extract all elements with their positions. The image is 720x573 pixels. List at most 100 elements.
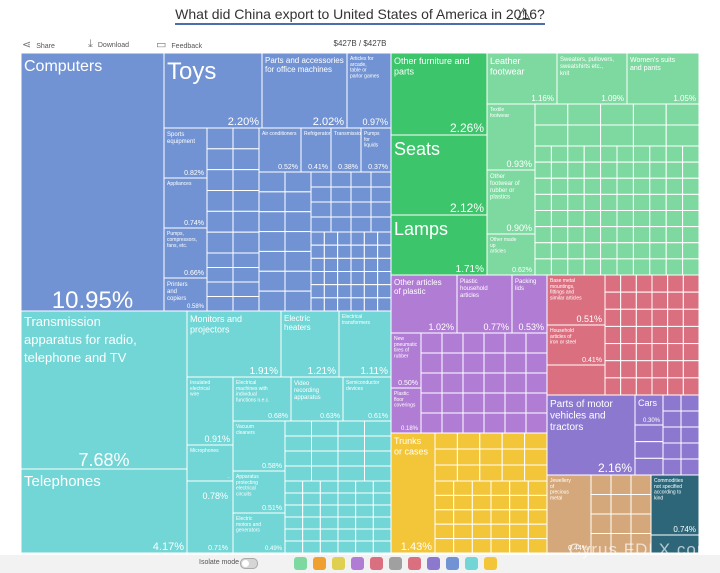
yellow-small-b-cell <box>434 523 455 540</box>
textiles-small-cell <box>632 124 667 147</box>
block-value-textile-footwear: 0.93% <box>506 159 532 169</box>
block-other-footwear-of-rubber-or-plastics[interactable] <box>486 169 536 235</box>
block-label-jewellery-of-precious-metal: Jewellery of precious metal <box>550 478 571 501</box>
block-electrical-transformers[interactable] <box>338 310 392 378</box>
textiles-small-b-cell <box>550 210 569 228</box>
block-transmission-apparatus-for-radio-telephone-and-tv[interactable] <box>21 310 188 470</box>
textiles-small-b-cell <box>616 177 634 195</box>
block-value-other-footwear-of-rubber-or-plastics: 0.90% <box>506 223 532 233</box>
block-label-commodities-not-specified-according-to-kind: Commodities not specified according to kind <box>654 478 684 501</box>
yellow-small-b-cell <box>527 494 548 511</box>
textiles-small-b-cell <box>632 145 651 163</box>
yellow-small-cell <box>434 448 458 466</box>
block-label-air-conditioners: Air conditioners <box>262 131 297 137</box>
block-value-cars: 0.30% <box>643 418 661 424</box>
block-monitors-and-projectors[interactable] <box>186 310 282 378</box>
block-semiconductor-devices[interactable] <box>342 376 392 422</box>
share-button[interactable]: ⋖ Share <box>22 38 55 51</box>
electronics-icon[interactable] <box>465 557 478 570</box>
machines-small-b-cell <box>206 267 234 283</box>
block-parts-of-motor-vehicles-and-tractors[interactable] <box>546 394 636 476</box>
foodstuffs-icon[interactable] <box>332 557 345 570</box>
block-seats[interactable] <box>390 134 488 216</box>
block-video-recording-apparatus[interactable] <box>290 376 344 422</box>
electronics-small-cell <box>364 435 392 452</box>
block-value-computers: 10.95% <box>52 287 133 314</box>
machines-small-c-cell <box>258 171 286 193</box>
block-value-plastic-floor-coverings: 0.18% <box>401 426 419 432</box>
electronics-other-value: 0.71% <box>208 545 228 552</box>
yellow-small-b-cell <box>509 509 529 525</box>
block-refrigerators[interactable] <box>300 127 332 173</box>
yellow-small-b-cell <box>509 538 529 553</box>
metals-small-cell <box>620 343 637 362</box>
treemap: Computers 10.95% Toys 2.20% Parts and access… <box>21 53 699 553</box>
textiles-small-cell <box>534 124 569 147</box>
electronics-small-cell <box>311 420 339 437</box>
yellow-small-b-cell <box>509 523 529 540</box>
yellow-small-b-cell <box>434 480 455 496</box>
instruments-icon[interactable] <box>484 557 497 570</box>
feedback-button[interactable]: ▭ Feedback <box>156 38 202 51</box>
block-electric-heaters[interactable] <box>280 310 340 378</box>
block-vacuum-cleaners[interactable] <box>232 420 286 472</box>
block-other-made-up-articles[interactable] <box>486 233 536 276</box>
yellow-small-b-cell <box>453 494 473 511</box>
machines-small-c-cell <box>284 191 312 213</box>
textiles-small-cell <box>665 124 699 147</box>
block-telephones[interactable] <box>21 468 188 553</box>
transport-small-b-cell <box>634 441 664 459</box>
plastics-small-cell <box>483 352 506 374</box>
block-textile-footwear[interactable] <box>486 103 536 171</box>
metals-small-cell <box>604 291 622 310</box>
isolate-mode-toggle[interactable] <box>240 558 258 569</box>
block-value-apparatus-protecting-electrical-circuits: 0.51% <box>262 505 282 512</box>
block-women-s-suits-and-pants[interactable] <box>626 53 699 105</box>
block-commodities-not-specified-according-to-kind[interactable] <box>650 474 699 536</box>
machines-small-d-cell <box>330 201 352 218</box>
minerals-icon[interactable] <box>370 557 383 570</box>
block-trunks-or-cases[interactable] <box>390 432 436 553</box>
block-plastic-household-articles[interactable] <box>456 274 513 334</box>
metals-icon[interactable] <box>389 557 402 570</box>
vegetables-icon[interactable] <box>313 557 326 570</box>
block-microphones[interactable] <box>186 444 234 482</box>
block-pumps-for-liquids[interactable] <box>360 127 392 173</box>
machines-icon[interactable] <box>446 557 459 570</box>
yellow-small-b-cell <box>453 523 473 540</box>
yellow-small-b-cell <box>471 523 492 540</box>
electronics-small-b-cell <box>284 516 304 530</box>
plastics-small-cell <box>525 392 548 414</box>
block-parts-and-accessories-for-office-machines[interactable] <box>261 53 348 129</box>
block-value-electrical-machines-with-individual-functions-n-e-c: 0.68% <box>268 413 288 420</box>
block-packing-lids[interactable] <box>511 274 548 334</box>
block-plastic-floor-coverings[interactable] <box>390 387 422 434</box>
machines-small-e-cell <box>337 257 352 272</box>
warning-icon[interactable]: ⚠ <box>516 5 532 24</box>
electronics-small-b-cell <box>284 504 304 518</box>
block-jewellery-of-precious-metal[interactable] <box>546 474 592 553</box>
textiles-small-b-cell <box>682 242 699 260</box>
download-button[interactable]: ⤓ Download <box>88 38 129 51</box>
metals-small-cell <box>620 360 637 379</box>
block-computers[interactable] <box>21 53 165 312</box>
plastics-small-cell <box>504 352 527 374</box>
machines-small-d-cell <box>350 216 372 233</box>
block-toys[interactable] <box>163 53 263 129</box>
block-sports-equipment[interactable] <box>163 127 208 179</box>
yellow-small-cell <box>434 464 458 482</box>
yellow-small-cell <box>524 464 548 482</box>
textiles-small-b-cell <box>600 193 618 211</box>
metals-small-cell <box>651 343 669 362</box>
textiles-small-b-cell <box>616 242 634 260</box>
machines-small-e-cell <box>377 257 392 272</box>
transportation-icon[interactable] <box>427 557 440 570</box>
block-electrical-machines-with-individual-functions-n-e-c[interactable] <box>232 376 292 422</box>
textiles-icon[interactable] <box>294 557 307 570</box>
block-base-metal-mountings-fittings-and-similar-articles[interactable] <box>546 274 606 326</box>
stone-icon[interactable] <box>351 557 364 570</box>
chemicals-icon[interactable] <box>408 557 421 570</box>
textiles-small-b-cell <box>665 145 684 163</box>
block-apparatus-protecting-electrical-circuits[interactable] <box>232 470 286 514</box>
block-other-articles-of-plastic[interactable] <box>390 274 458 334</box>
